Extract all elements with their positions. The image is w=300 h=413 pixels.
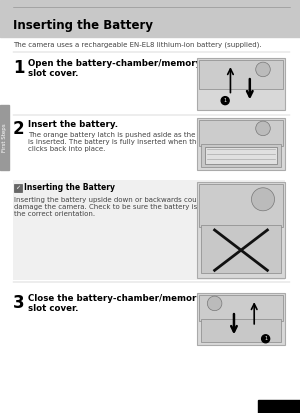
Text: Inserting the battery upside down or backwards could
damage the camera. Check to: Inserting the battery upside down or bac… xyxy=(14,197,206,217)
Text: 1: 1 xyxy=(264,336,267,341)
Bar xyxy=(199,60,283,89)
Circle shape xyxy=(256,121,270,136)
Text: Inserting the Battery: Inserting the Battery xyxy=(13,19,153,31)
Circle shape xyxy=(207,296,222,311)
Circle shape xyxy=(221,97,229,104)
Text: Inserting the Battery: Inserting the Battery xyxy=(24,183,115,192)
Bar xyxy=(199,120,283,146)
Bar xyxy=(13,180,285,280)
Bar xyxy=(0,105,9,170)
Text: Insert the battery.: Insert the battery. xyxy=(28,120,118,129)
Text: Open the battery-chamber/memory card
slot cover.: Open the battery-chamber/memory card slo… xyxy=(28,59,226,78)
Bar xyxy=(197,293,285,345)
Bar xyxy=(197,182,285,278)
Bar xyxy=(201,319,281,342)
Bar xyxy=(197,58,285,110)
Text: 1: 1 xyxy=(13,59,25,77)
Bar xyxy=(199,184,283,227)
Bar xyxy=(201,225,281,273)
Bar xyxy=(14,184,22,192)
Text: 3: 3 xyxy=(13,294,25,312)
Text: 1: 1 xyxy=(224,98,227,103)
Bar xyxy=(258,400,300,413)
Text: ✓: ✓ xyxy=(15,185,21,190)
Text: 2: 2 xyxy=(13,120,25,138)
Text: First Steps: First Steps xyxy=(2,123,7,152)
Text: The orange battery latch is pushed aside as the battery
is inserted. The battery: The orange battery latch is pushed aside… xyxy=(28,132,223,152)
Circle shape xyxy=(251,188,274,211)
Circle shape xyxy=(256,62,270,77)
Bar xyxy=(205,147,277,164)
Text: Close the battery-chamber/memory card
slot cover.: Close the battery-chamber/memory card sl… xyxy=(28,294,227,313)
Bar xyxy=(0,0,300,37)
Circle shape xyxy=(262,335,270,343)
Bar xyxy=(201,144,281,167)
Bar xyxy=(199,295,283,321)
Bar xyxy=(197,118,285,170)
Text: The camera uses a rechargeable EN-EL8 lithium-ion battery (supplied).: The camera uses a rechargeable EN-EL8 li… xyxy=(13,42,262,48)
